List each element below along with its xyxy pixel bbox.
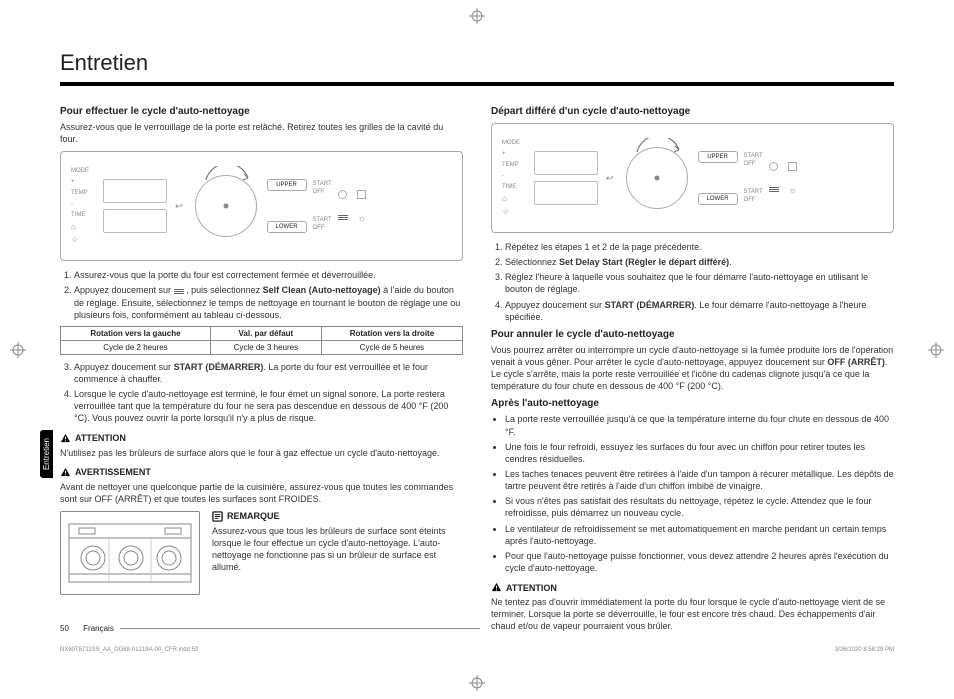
bullet: Si vous n'êtes pas satisfait des résulta… [505,495,894,519]
print-date: 3/26/2020 8:58:29 PM [835,647,894,653]
print-footer: NX60T8711SS_AA_DG68-01219A-00_CFR.indd 5… [60,647,894,653]
page-number: 50 [60,624,69,633]
right-column: Départ différé d'un cycle d'auto-nettoya… [491,100,894,637]
remarque-heading: REMARQUE [212,511,463,522]
dial-arrow-icon [202,166,254,184]
lbl: TIME [502,184,528,190]
menu-icon [769,187,779,192]
off-label: OFF [313,189,325,195]
stove-illustration [60,511,200,595]
avert-text: Avant de nettoyer une quelconque partie … [60,481,463,505]
left-column: Pour effectuer le cycle d'auto-nettoyage… [60,100,463,637]
lbl-mode: MODE [71,168,97,174]
step-3: Appuyez doucement sur START (DÉMARRER). … [74,361,463,385]
attention-text-r: Ne tentez pas d'ouvrir immédiatement la … [491,596,894,632]
lbl: + [71,179,97,185]
attention-heading: ATTENTION [60,433,463,444]
step-2: Appuyez doucement sur , puis sélectionne… [74,284,463,320]
start-label: START [744,153,763,159]
off-label: OFF [744,161,756,167]
lbl-time: TIME [71,212,97,218]
left-steps: Assurez-vous que la porte du four est co… [60,269,463,321]
right-steps: Répétez les étapes 1 et 2 de la page pré… [491,241,894,323]
after-clean-list: La porte reste verrouillée jusqu'à ce qu… [491,413,894,574]
control-panel-right: MODE + TEMP - TIME ⌂ ☆ ↩ [491,123,894,233]
note-icon [212,511,223,522]
page-lang: Français [83,624,114,633]
attention-heading-r: ATTENTION [491,582,894,593]
warning-icon [491,582,502,593]
rstep-4: Appuyez doucement sur START (DÉMARRER). … [505,299,894,323]
rstep-3: Réglez l'heure à laquelle vous souhaitez… [505,271,894,295]
left-p1: Assurez-vous que le verrouillage de la p… [60,121,463,145]
lbl-temp: TEMP [71,190,97,196]
off-label: OFF [313,225,325,231]
td: Cycle de 5 heures [321,340,462,354]
rstep-2: Sélectionnez Set Delay Start (Régler le … [505,256,894,268]
file-name: NX60T8711SS_AA_DG68-01219A-00_CFR.indd 5… [60,647,198,653]
lock-icon [788,162,797,171]
off-label: OFF [744,197,756,203]
bullet: Les taches tenaces peuvent être retirées… [505,468,894,492]
title-rule [60,82,894,86]
display-lower [103,209,167,233]
th: Val. par défaut [210,326,321,340]
right-h2: Pour annuler le cycle d'auto-nettoyage [491,329,894,340]
clock-icon [769,162,778,171]
start-label: START [313,217,332,223]
lbl: - [71,201,97,207]
remarque-text: Assurez-vous que tous les brûleurs de su… [212,525,463,574]
start-label: START [744,189,763,195]
avert-heading: AVERTISSEMENT [60,467,463,478]
display-lower [534,181,598,205]
attention-text: N'utilisez pas les brûleurs de surface a… [60,447,463,459]
lbl: + [502,151,528,157]
menu-icon [338,215,348,220]
page-footer: 50 Français [60,624,480,633]
lock-icon [357,190,366,199]
warning-icon [60,467,71,478]
dial-arrow-icon [633,138,685,156]
bullet: Le ventilateur de refroidissement se met… [505,523,894,547]
td: Cycle de 3 heures [210,340,321,354]
td: Cycle de 2 heures [61,340,211,354]
clock-icon [338,190,347,199]
left-h1: Pour effectuer le cycle d'auto-nettoyage [60,106,463,117]
cycle-table: Rotation vers la gauche Val. par défaut … [60,326,463,355]
panel-left-labels: MODE + TEMP - TIME ⌂ ☆ [502,140,528,216]
dial-knob [626,147,688,209]
step-4: Lorsque le cycle d'auto-nettoyage est te… [74,388,463,424]
control-panel-left: MODE + TEMP - TIME ⌂ ☆ ↩ [60,151,463,261]
bullet: Une fois le four refroidi, essuyez les s… [505,441,894,465]
bullet: La porte reste verrouillée jusqu'à ce qu… [505,413,894,437]
lower-button: LOWER [267,221,307,233]
lbl: MODE [502,140,528,146]
right-p2: Vous pourrez arrêter ou interrompre un c… [491,344,894,393]
dial-knob [195,175,257,237]
light-icon: ☼ [789,185,797,195]
light-icon: ☼ [358,213,366,223]
lower-button: LOWER [698,193,738,205]
page-title: Entretien [60,50,894,76]
lbl: - [502,173,528,179]
start-label: START [313,181,332,187]
rstep-1: Répétez les étapes 1 et 2 de la page pré… [505,241,894,253]
right-h3: Après l'auto-nettoyage [491,398,894,409]
display-upper [534,151,598,175]
th: Rotation vers la droite [321,326,462,340]
bullet: Pour que l'auto-nettoyage puisse fonctio… [505,550,894,574]
right-h1: Départ différé d'un cycle d'auto-nettoya… [491,106,894,117]
warning-icon [60,433,71,444]
step-1: Assurez-vous que la porte du four est co… [74,269,463,281]
back-icon: ↩ [606,173,614,184]
back-icon: ↩ [175,201,183,212]
th: Rotation vers la gauche [61,326,211,340]
lbl: TEMP [502,162,528,168]
left-steps-cont: Appuyez doucement sur START (DÉMARRER). … [60,361,463,425]
reg-mark-bottom [469,675,485,691]
panel-left-labels: MODE + TEMP - TIME ⌂ ☆ [71,168,97,244]
upper-button: UPPER [267,179,307,191]
upper-button: UPPER [698,151,738,163]
display-upper [103,179,167,203]
